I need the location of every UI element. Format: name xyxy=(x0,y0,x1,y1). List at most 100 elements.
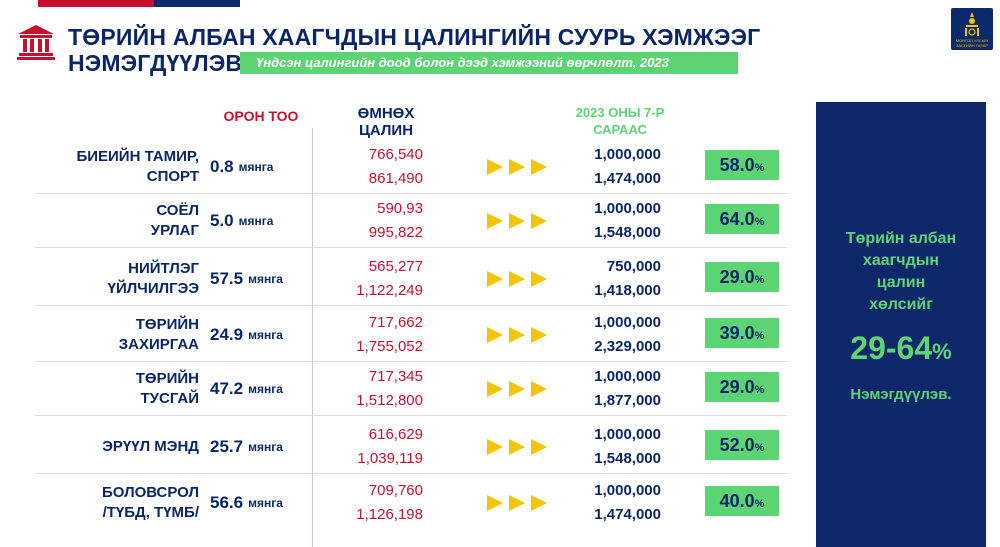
summary-panel: Төрийн албан хаагчдын цалин хөлсийг 29-6… xyxy=(816,102,986,547)
row-previous-salary: 565,277 1,122,249 xyxy=(325,255,423,303)
row-new-min: 750,000 xyxy=(606,258,661,275)
row-new-max: 1,474,000 xyxy=(594,506,661,523)
summary-line2: хаагчдын xyxy=(862,252,940,269)
row-new-min: 1,000,000 xyxy=(594,426,661,443)
row-increase-value: 29.0 xyxy=(719,377,755,397)
row-increase-badge: 29.0% xyxy=(705,372,779,402)
row-category: БИЕИЙН ТАМИР, СПОРТ xyxy=(35,140,199,194)
table-row: НИЙТЛЭГ ҮЙЛЧИЛГЭЭ 57.5 мянга 565,277 1,122,24… xyxy=(35,252,787,306)
row-previous-max: 1,122,249 xyxy=(356,282,423,299)
row-new-salary: 1,000,000 1,474,000 xyxy=(555,143,661,191)
row-count-value: 25.7 xyxy=(210,437,244,456)
row-new-min: 1,000,000 xyxy=(594,314,661,331)
row-new-max: 1,548,000 xyxy=(594,224,661,241)
row-count: 5.0 мянга xyxy=(210,194,310,248)
row-category: БОЛОВСРОЛ/ТҮБД, ТҮМБ/ xyxy=(35,476,199,530)
table-row: ЭРҮҮЛ МЭНД 25.7 мянга 616,629 1,039,119 1,000… xyxy=(35,420,787,474)
row-new-salary: 1,000,000 1,548,000 xyxy=(555,423,661,471)
row-previous-max: 1,755,052 xyxy=(356,338,423,355)
row-previous-salary: 590,93 995,822 xyxy=(325,197,423,245)
row-count-value: 47.2 xyxy=(210,379,244,398)
row-count-unit: мянга xyxy=(248,440,283,454)
page-title: ТӨРИЙН АЛБАН ХААГЧДЫН ЦАЛИНГИЙН СУУРЬ ХЭ… xyxy=(68,24,760,76)
row-category-line1: БОЛОВСРОЛ xyxy=(102,484,199,501)
top-accent-blue xyxy=(154,0,240,7)
row-previous-max: 861,490 xyxy=(368,170,423,187)
row-previous-max: 1,512,800 xyxy=(356,392,423,409)
soyombo-emblem-icon xyxy=(965,12,979,36)
top-accent-bar xyxy=(38,0,240,7)
row-increase-badge: 64.0% xyxy=(705,204,779,234)
row-category: ТӨРИЙН ЗАХИРГАА xyxy=(35,308,199,362)
row-count-unit: мянга xyxy=(248,382,283,396)
table-row: СОЁЛ УРЛАГ 5.0 мянга 590,93 995,822 1,000,000 1… xyxy=(35,194,787,248)
row-previous-salary: 717,345 1,512,800 xyxy=(325,365,423,413)
row-separator xyxy=(35,193,787,194)
summary-range: 29-64% xyxy=(816,330,986,370)
row-category-line1: ЭРҮҮЛ МЭНД xyxy=(102,438,199,455)
row-new-min: 1,000,000 xyxy=(594,200,661,217)
row-previous-max: 1,126,198 xyxy=(356,506,423,523)
row-count-unit: мянга xyxy=(238,160,274,174)
row-count: 56.6 мянга xyxy=(210,476,310,530)
top-accent-red xyxy=(38,0,154,7)
row-previous-max: 995,822 xyxy=(368,224,423,241)
row-previous-min: 717,345 xyxy=(368,368,423,385)
row-category-line2: ТУСГАЙ xyxy=(140,390,200,407)
row-category: СОЁЛ УРЛАГ xyxy=(35,194,199,248)
row-increase-badge: 29.0% xyxy=(705,262,779,292)
row-new-salary: 1,000,000 1,474,000 xyxy=(555,479,661,527)
row-count-value: 56.6 xyxy=(210,493,244,512)
triple-arrow-icon xyxy=(487,327,547,343)
row-new-salary: 750,000 1,418,000 xyxy=(555,255,661,303)
row-previous-min: 616,629 xyxy=(368,426,423,443)
header-count: ОРОН ТОО xyxy=(223,108,299,124)
header-new-line2: САРААС xyxy=(593,122,647,137)
summary-text: Төрийн албан хаагчдын цалин хөлсийг xyxy=(821,228,981,316)
row-previous-salary: 709,760 1,126,198 xyxy=(325,479,423,527)
row-count-value: 0.8 xyxy=(210,157,234,176)
row-count: 24.9 мянга xyxy=(210,308,310,362)
row-increase-badge: 52.0% xyxy=(705,430,779,460)
row-new-salary: 1,000,000 1,877,000 xyxy=(555,365,661,413)
row-increase-badge: 39.0% xyxy=(705,318,779,348)
row-increase-badge: 58.0% xyxy=(705,150,779,180)
row-new-min: 1,000,000 xyxy=(594,482,661,499)
summary-line3: цалин xyxy=(876,274,926,291)
row-count: 57.5 мянга xyxy=(210,252,310,306)
row-new-min: 1,000,000 xyxy=(594,146,661,163)
row-count-value: 57.5 xyxy=(210,269,244,288)
table-row: БИЕИЙН ТАМИР, СПОРТ 0.8 мянга 766,540 861,490… xyxy=(35,140,787,194)
government-logo: МОНГОЛ УЛСЫН ЗАСГИЙН ГАЗАР xyxy=(951,8,993,50)
triple-arrow-icon xyxy=(487,159,547,175)
row-increase-value: 29.0 xyxy=(719,267,755,287)
row-category-line1: НИЙТЛЭГ xyxy=(128,260,199,277)
row-new-max: 1,548,000 xyxy=(594,450,661,467)
table-row: БОЛОВСРОЛ/ТҮБД, ТҮМБ/56.6 мянга 709,760 1,1… xyxy=(35,476,787,530)
row-new-salary: 1,000,000 1,548,000 xyxy=(555,197,661,245)
row-category: ЭРҮҮЛ МЭНД xyxy=(35,420,199,474)
row-increase-value: 52.0 xyxy=(719,435,755,455)
table-row: ТӨРИЙН ЗАХИРГАА 24.9 мянга 717,662 1,755,052 1… xyxy=(35,308,787,362)
row-previous-max: 1,039,119 xyxy=(357,450,423,467)
row-increase-unit: % xyxy=(754,162,765,174)
row-separator xyxy=(35,473,787,474)
row-new-max: 2,329,000 xyxy=(594,338,661,355)
row-new-max: 1,418,000 xyxy=(594,282,661,299)
row-increase-unit: % xyxy=(754,274,765,286)
row-category-line2: ҮЙЛЧИЛГЭЭ xyxy=(107,280,199,297)
row-separator xyxy=(35,247,787,248)
row-category-line1: ТӨРИЙН xyxy=(135,316,199,333)
row-increase-unit: % xyxy=(754,442,765,454)
row-previous-min: 766,540 xyxy=(368,146,423,163)
header-new-salary: 2023 ОНЫ 7-Р САРААС xyxy=(560,104,680,138)
row-category-line1: БИЕИЙН ТАМИР, xyxy=(76,148,199,165)
row-new-min: 1,000,000 xyxy=(594,368,661,385)
header-previous-line1: ӨМНӨХ xyxy=(357,105,415,122)
row-count-value: 24.9 xyxy=(210,325,244,344)
bank-building-icon xyxy=(17,25,55,60)
row-count-unit: мянга xyxy=(248,496,283,510)
summary-range-value: 29-64 xyxy=(850,330,933,366)
row-separator xyxy=(35,415,787,416)
summary-line1: Төрийн албан xyxy=(845,230,957,247)
